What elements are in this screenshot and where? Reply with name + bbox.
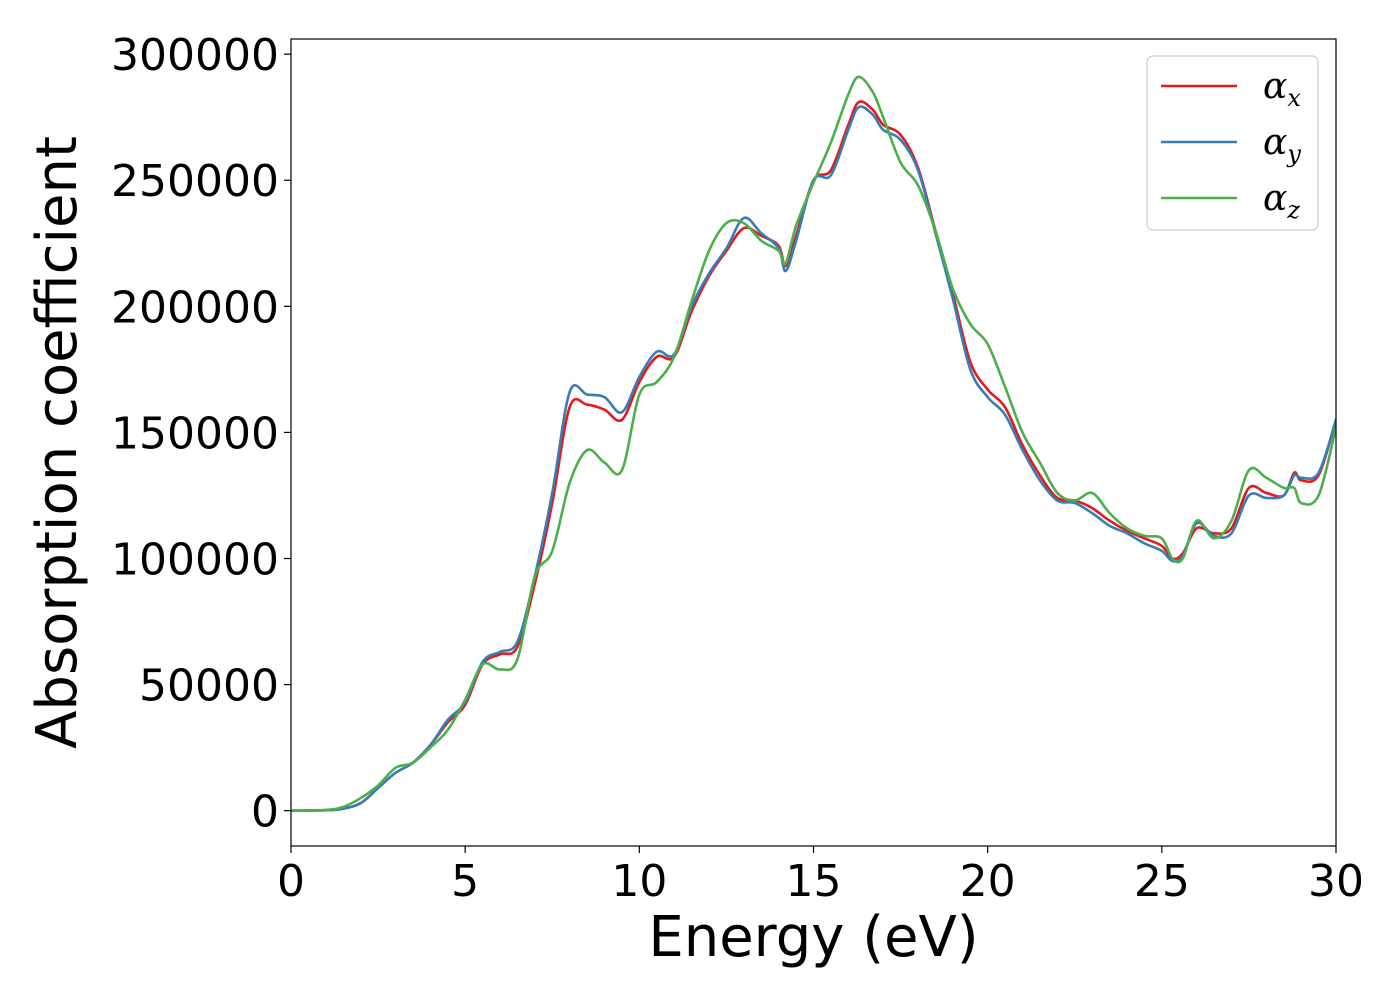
y-tick-label: 150000: [111, 408, 279, 459]
x-tick-label: 0: [277, 856, 305, 907]
x-tick-label: 20: [960, 856, 1016, 907]
y-tick-label: 200000: [111, 282, 279, 333]
y-axis-label: Absorption coefficient: [25, 136, 90, 749]
x-axis-ticks: 0 5 10 15 20 25 30: [277, 846, 1364, 907]
y-tick-label: 0: [251, 787, 279, 838]
x-tick-label: 10: [611, 856, 667, 907]
x-tick-label: 30: [1308, 856, 1364, 907]
series-line-alpha-z: [291, 75, 1336, 812]
series-line-alpha-x: [291, 100, 1336, 812]
legend-label-alpha-z: αz: [1263, 178, 1300, 224]
y-tick-label: 50000: [139, 661, 279, 712]
x-tick-label: 15: [786, 856, 842, 907]
x-axis-label: Energy (eV): [648, 905, 978, 970]
y-axis-ticks: 0 50000 100000 150000 200000 250000 300000: [111, 30, 291, 838]
y-tick-label: 250000: [111, 156, 279, 207]
x-tick-label: 25: [1134, 856, 1190, 907]
y-tick-label: 300000: [111, 30, 279, 81]
x-tick-label: 5: [451, 856, 479, 907]
plot-lines: [291, 75, 1336, 812]
y-tick-label: 100000: [111, 535, 279, 586]
